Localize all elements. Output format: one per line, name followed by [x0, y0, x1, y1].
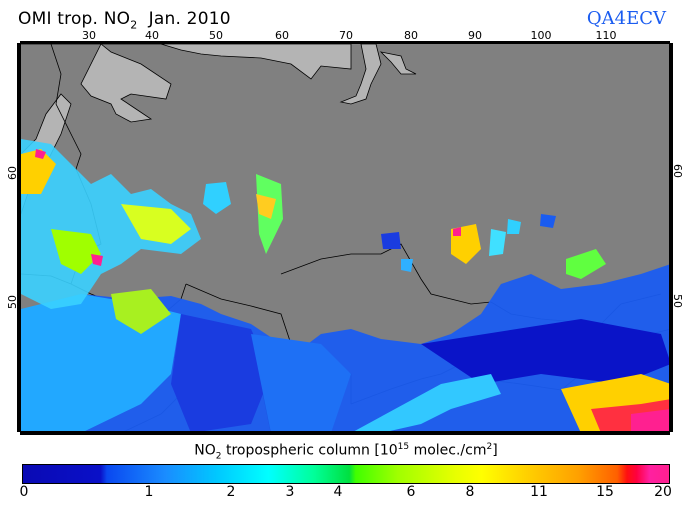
colorbar-tick: 1	[144, 484, 154, 500]
title-text: OMI trop. NO	[18, 9, 131, 29]
colorbar-tick: 8	[465, 484, 475, 500]
colorbar-label-sub: 2	[215, 451, 222, 462]
lon-tick-top: 100	[530, 29, 552, 42]
map-frame-left	[17, 43, 20, 432]
colorbar-label: NO2 tropospheric column [1015 molec./cm2…	[0, 442, 692, 461]
colorbar-tick: 15	[596, 484, 614, 500]
colorbar	[22, 464, 670, 484]
lon-tick-top: 60	[275, 29, 289, 42]
map-frame-top	[20, 41, 670, 44]
lon-tick-top: 70	[339, 29, 353, 42]
colorbar-label-mid: tropospheric column [10	[221, 442, 398, 459]
colorbar-tick: 2	[226, 484, 236, 500]
lon-tick-top: 80	[404, 29, 418, 42]
map-frame-bottom	[20, 432, 670, 435]
colorbar-label-units: molec./cm	[409, 442, 487, 459]
chart-title: OMI trop. NO2 Jan. 2010	[18, 9, 231, 31]
lon-tick-top: 50	[209, 29, 223, 42]
colorbar-label-no: NO	[194, 442, 216, 459]
colorbar-label-exp2: 2	[486, 442, 493, 452]
lon-tick-top: 40	[145, 29, 159, 42]
no2-map	[20, 43, 670, 432]
map-frame-right	[670, 43, 673, 432]
title-subscript: 2	[130, 18, 138, 32]
lon-tick-top: 110	[595, 29, 617, 42]
map-canvas	[21, 44, 669, 431]
colorbar-tick: 20	[654, 484, 672, 500]
colorbar-tick: 0	[19, 484, 29, 500]
colorbar-label-exp: 15	[397, 442, 410, 452]
brand-label: QA4ECV	[586, 8, 666, 29]
colorbar-tick: 3	[285, 484, 295, 500]
lon-tick-top: 30	[82, 29, 96, 42]
colorbar-tick: 4	[333, 484, 343, 500]
lon-tick-top: 90	[468, 29, 482, 42]
title-date: Jan. 2010	[137, 9, 231, 29]
colorbar-tick: 11	[530, 484, 548, 500]
colorbar-label-end: ]	[492, 442, 498, 459]
colorbar-tick: 6	[406, 484, 416, 500]
